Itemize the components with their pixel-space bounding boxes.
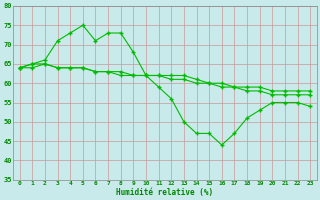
X-axis label: Humidité relative (%): Humidité relative (%) [116,188,213,197]
